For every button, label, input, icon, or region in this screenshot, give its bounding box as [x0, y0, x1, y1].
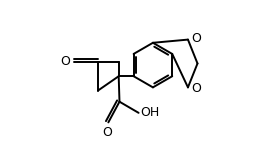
- Text: O: O: [192, 82, 201, 95]
- Text: O: O: [192, 32, 201, 45]
- Text: OH: OH: [141, 106, 160, 119]
- Text: O: O: [102, 126, 112, 139]
- Text: O: O: [61, 55, 71, 68]
